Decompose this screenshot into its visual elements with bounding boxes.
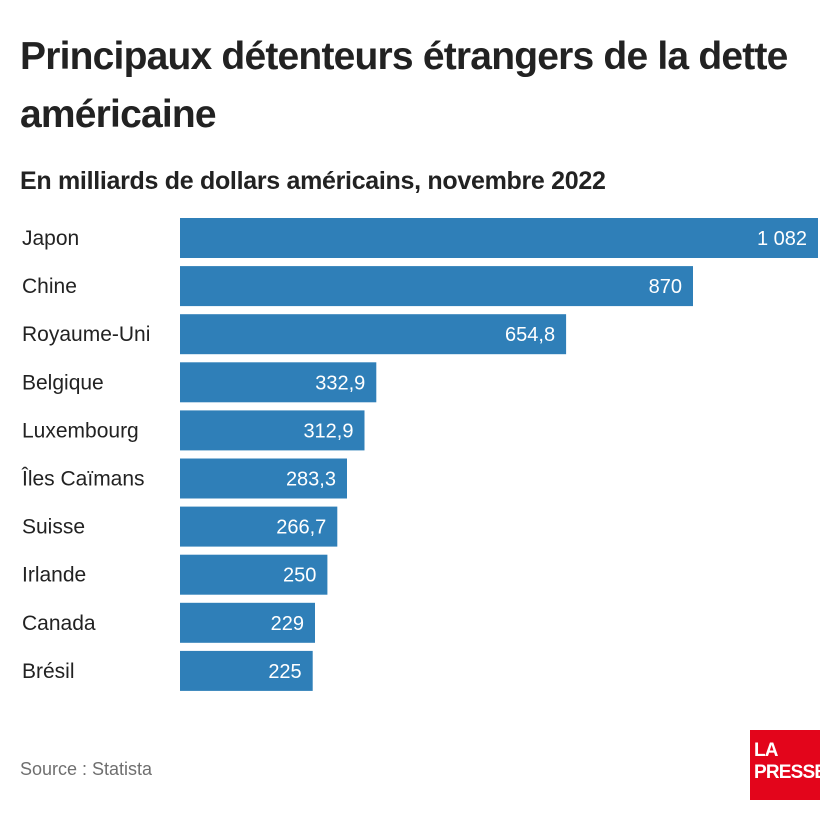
bar <box>180 314 567 355</box>
bar-value-label: 1 082 <box>757 228 807 250</box>
category-label: Royaume-Uni <box>22 323 150 346</box>
source-note: Source : Statista <box>20 759 153 779</box>
bar-value-label: 229 <box>271 613 304 635</box>
bar <box>180 362 377 403</box>
bar <box>180 458 347 499</box>
category-label: Brésil <box>22 660 75 683</box>
category-label: Japon <box>22 227 79 250</box>
logo-line-1: LA <box>754 740 779 761</box>
bar <box>180 410 365 451</box>
la-presse-logo: LA PRESSE <box>750 730 827 800</box>
bar-value-label: 283,3 <box>286 469 336 491</box>
bar-value-label: 225 <box>268 661 301 683</box>
category-label: Suisse <box>22 516 85 539</box>
category-label: Canada <box>22 612 96 635</box>
bar <box>180 554 328 595</box>
bar-value-label: 266,7 <box>276 517 326 539</box>
logo-line-2: PRESSE <box>754 762 827 783</box>
bar-value-label: 250 <box>283 565 316 587</box>
bar-value-label: 870 <box>649 276 682 298</box>
category-label: Belgique <box>22 371 104 394</box>
bar <box>180 218 818 258</box>
chart-title: Principaux détenteurs étrangers de la de… <box>20 35 788 136</box>
bar <box>180 602 315 643</box>
category-label: Luxembourg <box>22 419 139 442</box>
bar-value-label: 312,9 <box>303 420 353 442</box>
bar-value-label: 332,9 <box>315 372 365 394</box>
bar <box>180 650 313 691</box>
category-label: Îles Caïmans <box>21 468 145 491</box>
category-label: Irlande <box>22 564 86 587</box>
category-label: Chine <box>22 275 77 298</box>
bar <box>180 266 693 307</box>
bar <box>180 506 338 547</box>
bar-chart: Japon 1 082 Chine 870 Royaume-Uni 654,8 Belgiq… <box>21 218 818 691</box>
chart-subtitle: En milliards de dollars américains, nove… <box>20 167 606 195</box>
bar-value-label: 654,8 <box>505 324 555 346</box>
